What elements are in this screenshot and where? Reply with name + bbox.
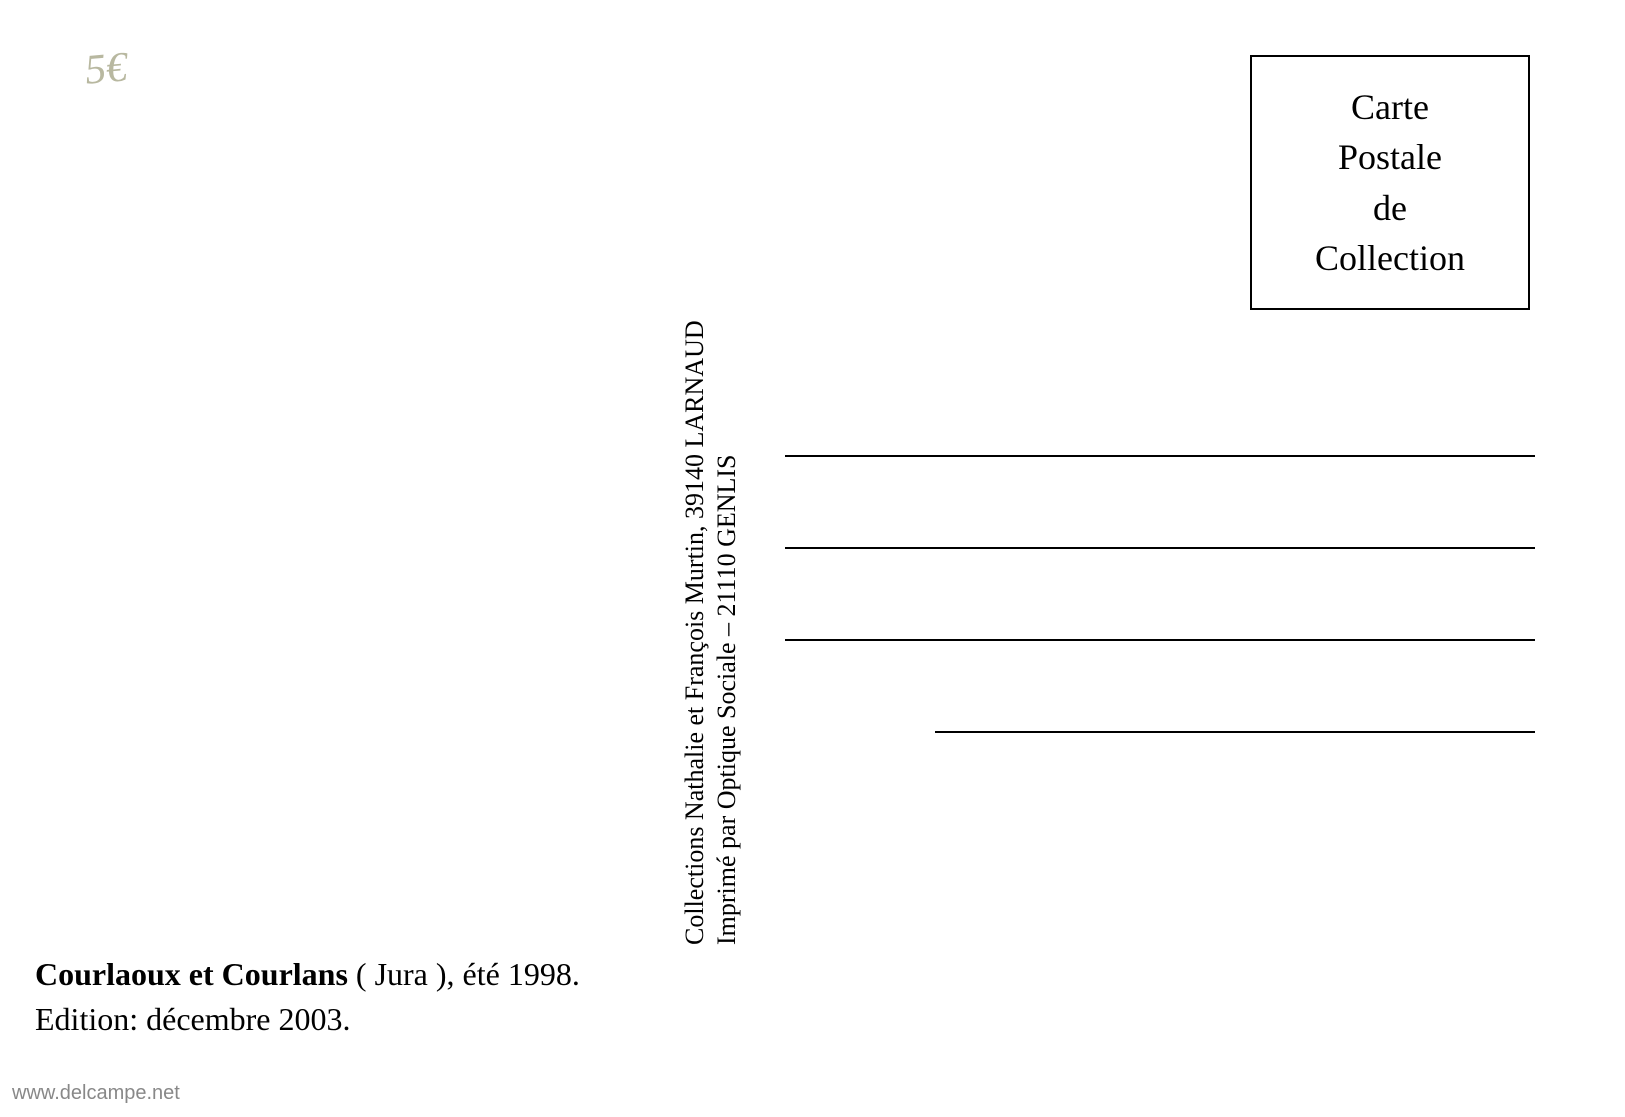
stamp-line: Collection bbox=[1315, 233, 1465, 283]
address-line bbox=[935, 731, 1535, 733]
address-line bbox=[785, 455, 1535, 457]
stamp-line: Postale bbox=[1338, 132, 1442, 182]
caption-edition: Edition: décembre 2003. bbox=[35, 997, 580, 1042]
stamp-line: Carte bbox=[1351, 82, 1429, 132]
caption-location-detail: ( Jura ), été 1998. bbox=[348, 956, 580, 992]
publisher-line-2: Imprimé par Optique Sociale – 21110 GENL… bbox=[712, 454, 742, 945]
caption-location: Courlaoux et Courlans ( Jura ), été 1998… bbox=[35, 952, 580, 997]
caption-block: Courlaoux et Courlans ( Jura ), été 1998… bbox=[35, 952, 580, 1042]
watermark: www.delcampe.net bbox=[12, 1082, 180, 1105]
stamp-line: de bbox=[1373, 183, 1407, 233]
handwritten-price: 5€ bbox=[83, 43, 129, 94]
address-line bbox=[785, 547, 1535, 549]
postcard-back: 5€ Carte Postale de Collection Collectio… bbox=[0, 0, 1625, 1117]
address-lines bbox=[785, 455, 1535, 823]
stamp-box: Carte Postale de Collection bbox=[1250, 55, 1530, 310]
publisher-line-1: Collections Nathalie et François Murtin,… bbox=[680, 320, 710, 945]
caption-location-name: Courlaoux et Courlans bbox=[35, 956, 348, 992]
address-line bbox=[785, 639, 1535, 641]
